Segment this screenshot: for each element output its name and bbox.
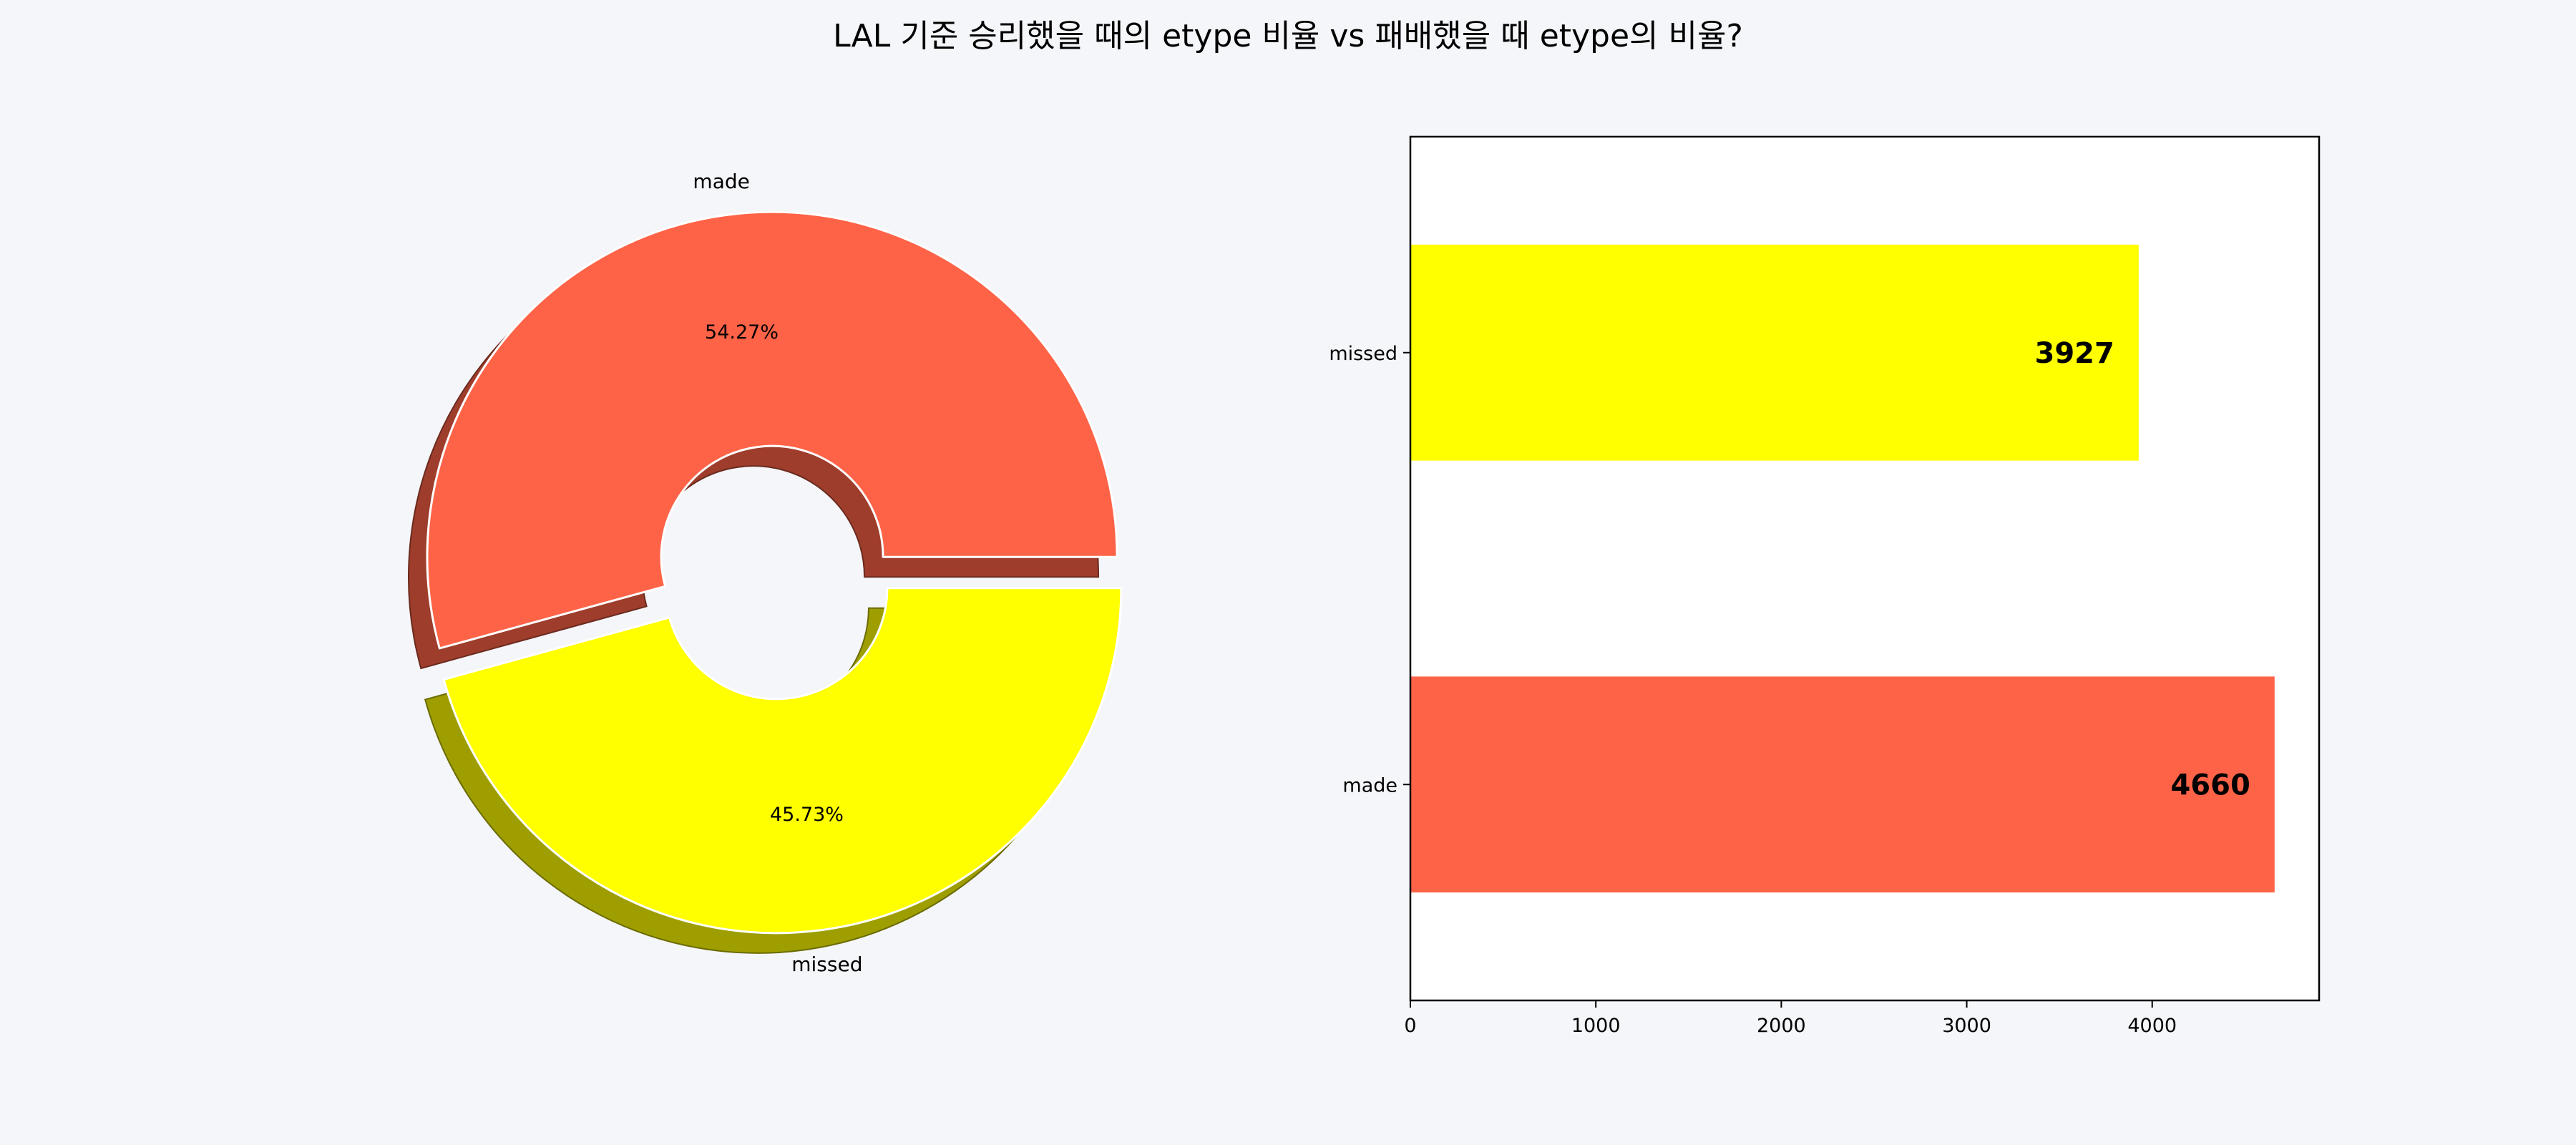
bar-axes-frame — [1409, 135, 2321, 1002]
bar-y-ticks: made missed — [1329, 343, 1410, 796]
pie-slice-made — [426, 210, 1118, 650]
pie-percent-made: 54.27% — [705, 321, 779, 344]
pie-slice-missed — [442, 587, 1123, 935]
pie-label-missed: missed — [791, 952, 862, 976]
bar-missed — [1410, 244, 2139, 461]
x-tick-label-4000: 4000 — [2127, 1015, 2177, 1037]
pie-labels: made 54.27% missed 45.73% — [693, 170, 862, 976]
bar-value-labels: 4660 3927 — [2034, 337, 2250, 802]
y-tick-label-missed: missed — [1329, 343, 1397, 365]
pie-label-made: made — [693, 170, 749, 193]
bar-x-ticks: 0 1000 2000 3000 4000 — [1404, 1000, 2177, 1037]
y-tick-label-made: made — [1342, 774, 1397, 796]
bar-value-label-made: 4660 — [2170, 769, 2250, 802]
x-tick-label-2000: 2000 — [1757, 1015, 1806, 1037]
bar-made — [1410, 676, 2275, 893]
x-tick-label-3000: 3000 — [1942, 1015, 1991, 1037]
pie-slices — [426, 210, 1123, 935]
donut-pie-chart: made 54.27% missed 45.73% — [408, 170, 1123, 976]
horizontal-bar-chart: made missed 0 1000 2000 3000 4000 4660 3927 — [1329, 135, 2321, 1037]
x-tick-label-0: 0 — [1404, 1015, 1416, 1037]
bar-marks — [1410, 244, 2275, 893]
x-tick-label-1000: 1000 — [1571, 1015, 1621, 1037]
pie-percent-missed: 45.73% — [770, 804, 844, 826]
figure-title: LAL 기준 승리했을 때의 etype 비율 vs 패배했을 때 etype의… — [833, 18, 1743, 54]
bar-value-label-missed: 3927 — [2034, 337, 2114, 370]
